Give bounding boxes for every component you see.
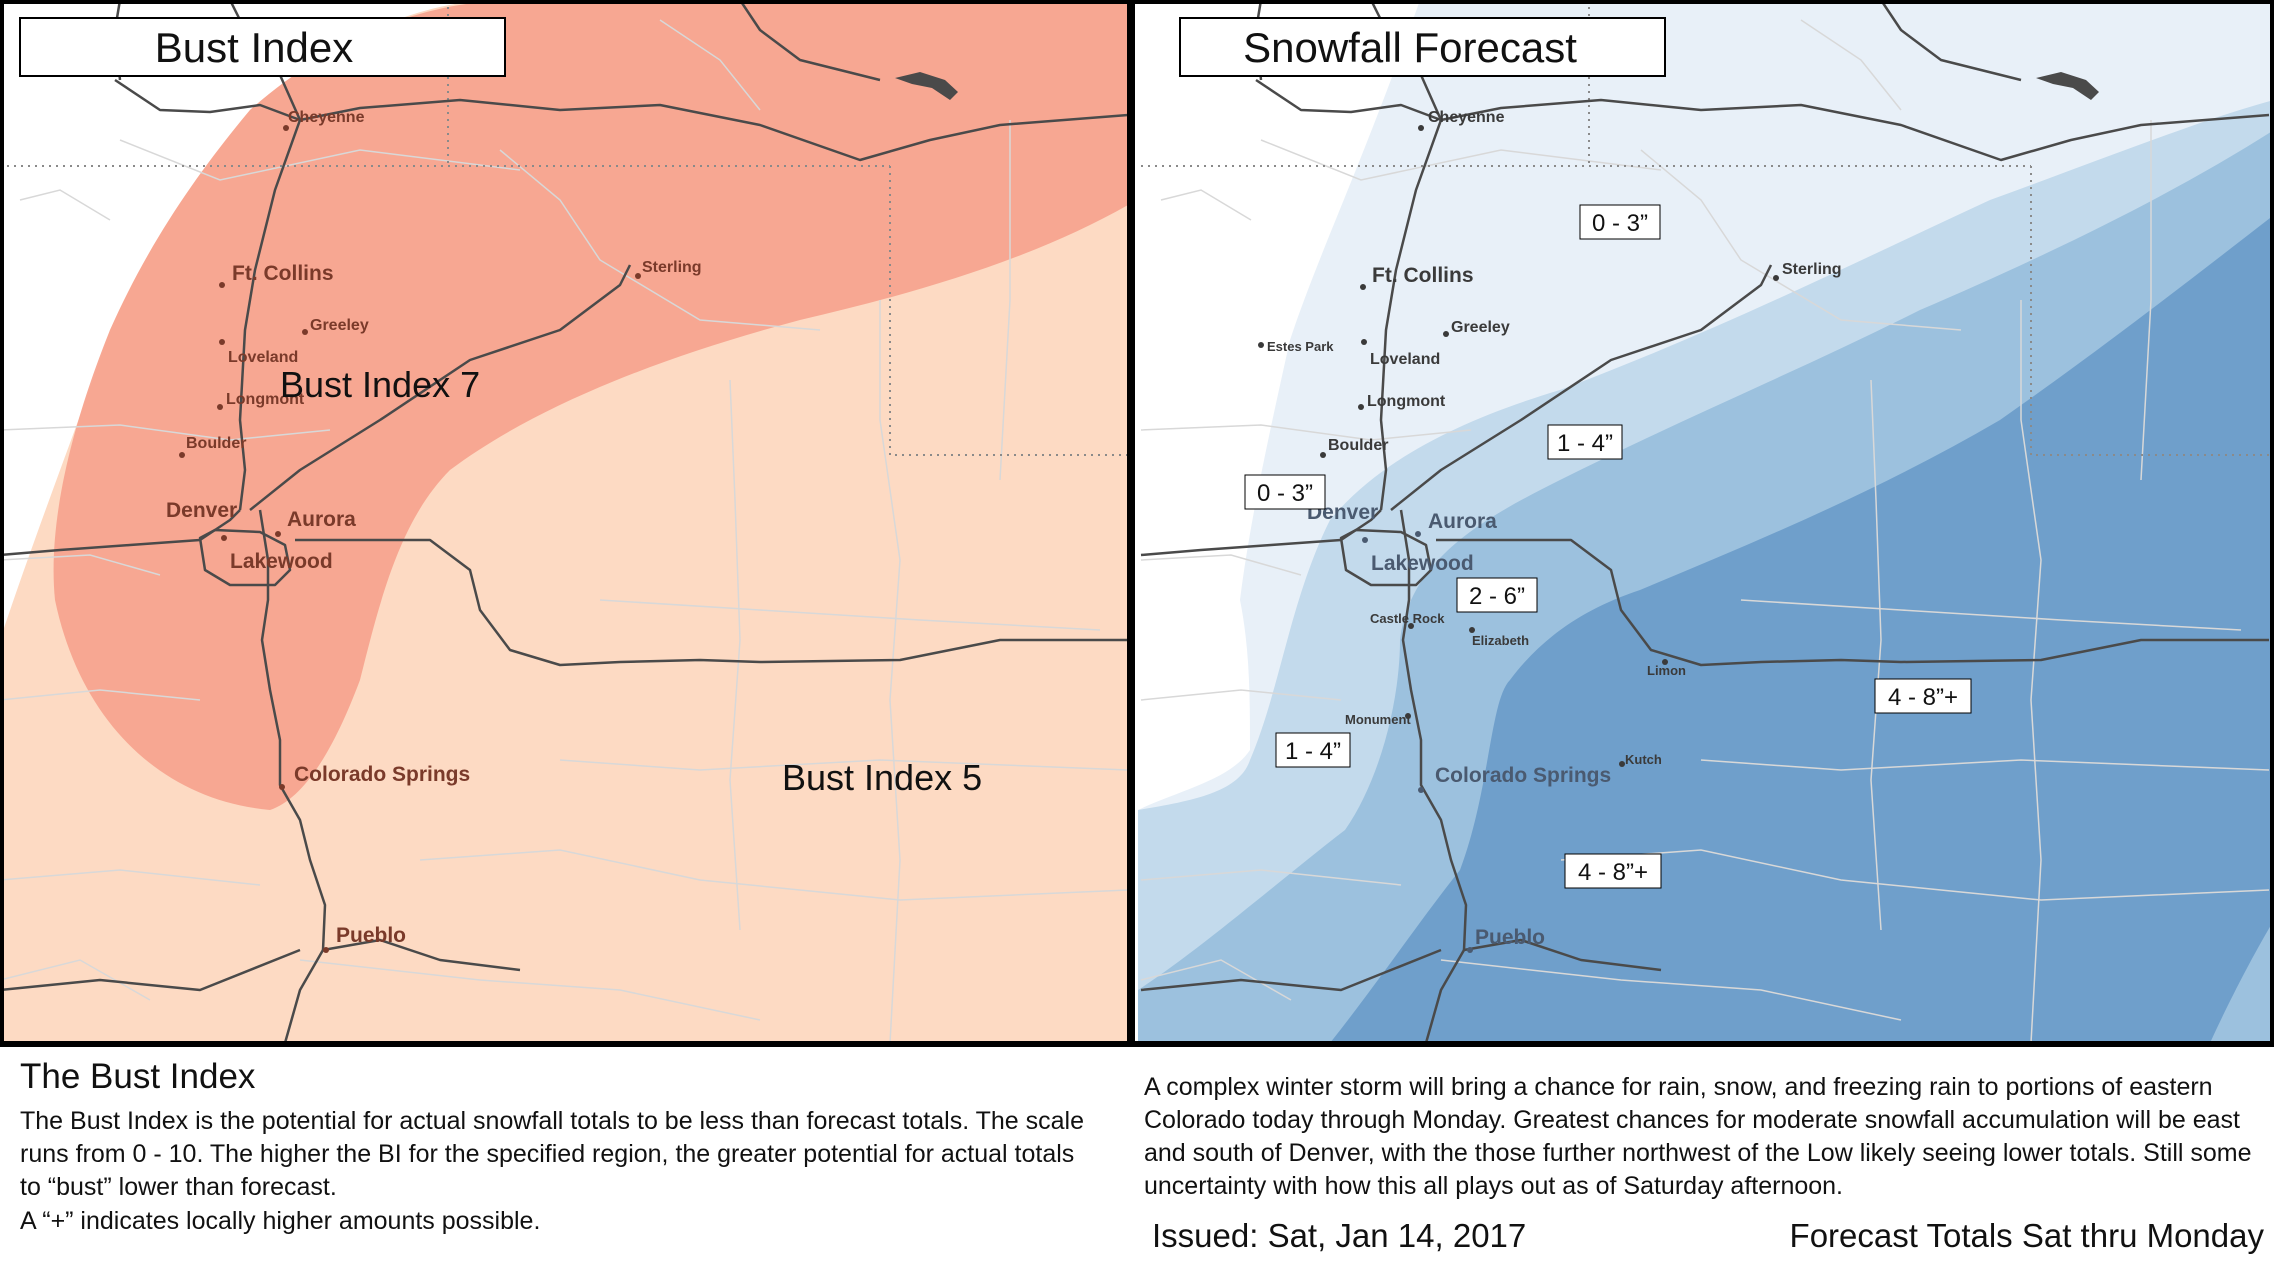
city-cheyenne: Cheyenne xyxy=(288,109,365,126)
city-dot xyxy=(1361,339,1367,345)
city-greeley: Greeley xyxy=(1451,319,1510,336)
city-dot xyxy=(279,784,285,790)
city-denver: Denver xyxy=(166,499,237,522)
range-label-2-6: 2 - 6” xyxy=(1469,583,1525,610)
snow-title-box: Snowfall Forecast xyxy=(1179,17,1666,77)
city-dot xyxy=(1469,627,1475,633)
city-dot xyxy=(219,339,225,345)
bust-panel-title: Bust Index xyxy=(155,24,353,71)
city-monument: Monument xyxy=(1345,712,1411,727)
snow-panel-title: Snowfall Forecast xyxy=(1243,24,1577,71)
city-limon: Limon xyxy=(1647,663,1686,678)
snow-zone-4-8 xyxy=(1330,216,2272,1043)
storm-discussion: A complex winter storm will bring a chan… xyxy=(1134,1045,2274,1270)
city-dot xyxy=(635,273,641,279)
range-box xyxy=(1579,204,1661,240)
city-dot xyxy=(1405,713,1411,719)
city-dot xyxy=(1362,537,1368,543)
city-dot xyxy=(179,452,185,458)
range-box xyxy=(1547,424,1623,460)
city-pueblo: Pueblo xyxy=(336,924,406,947)
city-dot xyxy=(1358,404,1364,410)
city-dot xyxy=(1415,531,1421,537)
city-longmont: Longmont xyxy=(226,391,305,408)
city-longmont: Longmont xyxy=(1367,393,1446,410)
bust-index-heading: The Bust Index xyxy=(20,1057,256,1096)
city-dot xyxy=(323,947,329,953)
city-dot xyxy=(1408,623,1414,629)
city-boulder: Boulder xyxy=(1328,437,1388,454)
city-boulder: Boulder xyxy=(186,435,246,452)
issued-date: Issued: Sat, Jan 14, 2017 xyxy=(1152,1217,1527,1254)
city-dot xyxy=(1258,342,1264,348)
city-dot xyxy=(1418,125,1424,131)
bust-index-5-label: Bust Index 5 xyxy=(782,757,982,798)
city-dot xyxy=(221,535,227,541)
city-greeley: Greeley xyxy=(310,317,369,334)
city-loveland: Loveland xyxy=(228,349,298,366)
city-dot xyxy=(1662,659,1668,665)
city-dot xyxy=(1320,452,1326,458)
range-label-0-3-north: 0 - 3” xyxy=(1592,210,1648,237)
city-dot xyxy=(1467,947,1473,953)
plus-sign-note: A “+” indicates locally higher amounts p… xyxy=(20,1207,541,1235)
bust-index-description: The Bust Index is the potential for actu… xyxy=(20,1107,1085,1201)
range-label-4-8-south: 4 - 8”+ xyxy=(1578,859,1648,886)
city-dot xyxy=(302,329,308,335)
forecast-period: Forecast Totals Sat thru Monday xyxy=(1789,1217,2264,1254)
city-dot xyxy=(275,531,281,537)
city-colorado-springs: Colorado Springs xyxy=(294,763,470,786)
bust-index-7-label: Bust Index 7 xyxy=(280,364,480,405)
city-dot xyxy=(1360,284,1366,290)
bust-title-box: Bust Index xyxy=(19,17,506,77)
city-elizabeth: Elizabeth xyxy=(1472,633,1529,648)
range-label-1-4-north: 1 - 4” xyxy=(1557,430,1613,457)
range-box xyxy=(1874,678,1972,714)
city-colorado-springs: Colorado Springs xyxy=(1435,764,1611,787)
city-dot xyxy=(1773,275,1779,281)
snow-city-labels: Cheyenne Ft. Collins Greeley Sterling Es… xyxy=(1258,109,1842,953)
city-pueblo: Pueblo xyxy=(1475,926,1545,949)
bust-index-map xyxy=(0,0,1128,1043)
city-aurora: Aurora xyxy=(1428,510,1497,533)
bust-city-labels: Cheyenne Ft. Collins Greeley Sterling Lo… xyxy=(166,109,702,953)
city-sterling: Sterling xyxy=(1782,261,1842,278)
city-castle-rock: Castle Rock xyxy=(1370,611,1445,626)
bust-index-explanation: The Bust Index The Bust Index is the pot… xyxy=(0,1045,1130,1270)
city-lakewood: Lakewood xyxy=(1371,552,1474,575)
city-sterling: Sterling xyxy=(642,259,702,276)
range-box xyxy=(1456,577,1538,613)
bust-index-7-zone xyxy=(53,0,1128,810)
city-ft-collins: Ft. Collins xyxy=(232,262,334,285)
city-dot xyxy=(1418,787,1424,793)
city-dot xyxy=(1619,761,1625,767)
city-dot xyxy=(283,125,289,131)
snow-range-labels: 0 - 3” 0 - 3” 1 - 4” 2 - 6” 1 - 4” 4 - 8… xyxy=(1244,204,1972,889)
city-cheyenne: Cheyenne xyxy=(1428,109,1505,126)
city-aurora: Aurora xyxy=(287,508,356,531)
snowfall-map xyxy=(1138,0,2272,1043)
city-kutch: Kutch xyxy=(1625,752,1662,767)
city-lakewood: Lakewood xyxy=(230,550,333,573)
city-dot xyxy=(219,282,225,288)
range-label-4-8-east: 4 - 8”+ xyxy=(1888,684,1958,711)
city-dot xyxy=(1443,331,1449,337)
range-box xyxy=(1564,853,1662,889)
range-box xyxy=(1244,474,1326,510)
range-label-1-4-south: 1 - 4” xyxy=(1285,738,1341,765)
city-ft-collins: Ft. Collins xyxy=(1372,264,1474,287)
city-dot xyxy=(217,404,223,410)
range-box xyxy=(1275,732,1351,768)
city-estes-park: Estes Park xyxy=(1267,339,1334,354)
storm-description: A complex winter storm will bring a chan… xyxy=(1144,1073,2252,1200)
city-loveland: Loveland xyxy=(1370,351,1440,368)
range-label-0-3-west: 0 - 3” xyxy=(1257,480,1313,507)
